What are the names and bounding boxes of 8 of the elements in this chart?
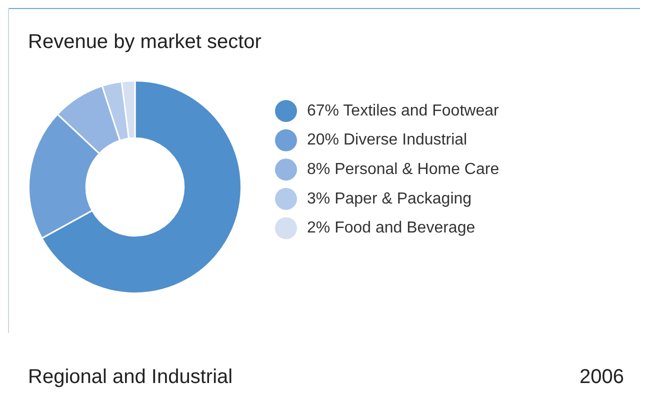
legend-label: 20% Diverse Industrial [307,132,468,149]
text: 2006 [580,366,624,389]
legend-label: 2% Food and Beverage [307,220,476,237]
legend-label: 67% Textiles and Footwear [307,102,500,120]
chart-title: Revenue by market sector [28,31,262,54]
legend-label: 3% Paper & Packaging [307,190,472,208]
text: Regional and Industrial [28,366,233,389]
legend-label: 8% Personal & Home Care [307,161,500,178]
